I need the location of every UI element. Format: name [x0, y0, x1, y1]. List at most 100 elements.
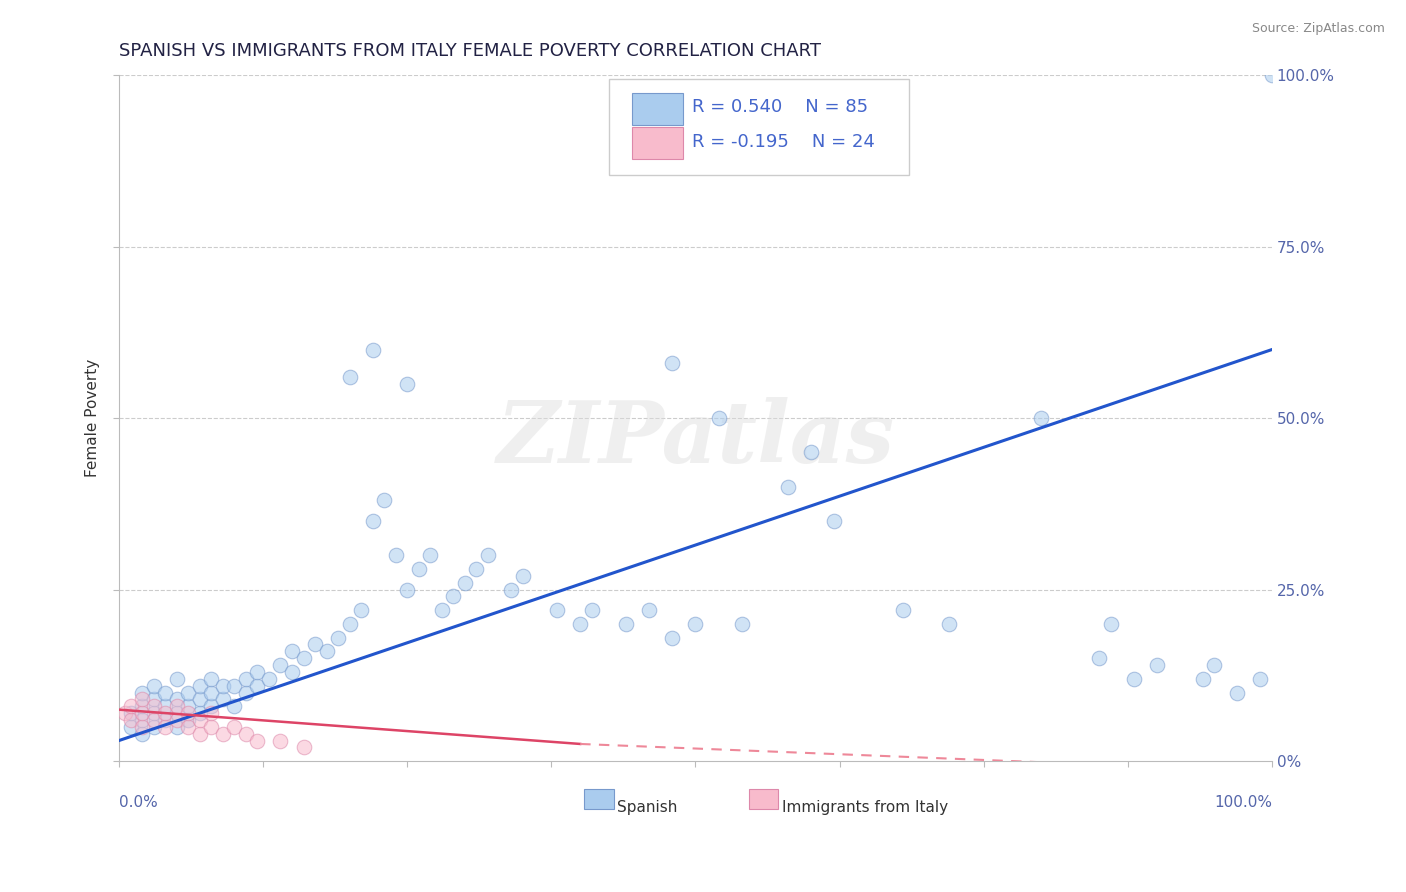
Point	[800, 445, 823, 459]
Point	[361, 514, 384, 528]
Point	[1099, 616, 1122, 631]
Point	[1031, 411, 1053, 425]
Point	[166, 699, 188, 714]
Point	[1226, 685, 1249, 699]
Text: R = -0.195    N = 24: R = -0.195 N = 24	[692, 133, 875, 151]
Point	[1088, 651, 1111, 665]
Point	[211, 692, 233, 706]
FancyBboxPatch shape	[748, 789, 779, 809]
Point	[396, 582, 419, 597]
Point	[269, 658, 291, 673]
Point	[614, 616, 637, 631]
Point	[200, 685, 222, 699]
Point	[1261, 68, 1284, 82]
Text: Spanish: Spanish	[617, 799, 678, 814]
Point	[441, 590, 464, 604]
Point	[166, 713, 188, 727]
Point	[361, 343, 384, 357]
Point	[1204, 658, 1226, 673]
Point	[200, 720, 222, 734]
Point	[1249, 672, 1271, 686]
Point	[188, 692, 211, 706]
Point	[177, 713, 200, 727]
Point	[419, 549, 441, 563]
Point	[292, 740, 315, 755]
Point	[120, 713, 142, 727]
Point	[938, 616, 960, 631]
Point	[235, 685, 257, 699]
Y-axis label: Female Poverty: Female Poverty	[86, 359, 100, 477]
Point	[1122, 672, 1144, 686]
Point	[153, 706, 176, 720]
Point	[1191, 672, 1213, 686]
Point	[477, 549, 499, 563]
Point	[131, 720, 153, 734]
Point	[269, 733, 291, 747]
Point	[339, 370, 361, 384]
Point	[730, 616, 752, 631]
Text: SPANISH VS IMMIGRANTS FROM ITALY FEMALE POVERTY CORRELATION CHART: SPANISH VS IMMIGRANTS FROM ITALY FEMALE …	[120, 42, 821, 60]
FancyBboxPatch shape	[633, 93, 683, 125]
Point	[1146, 658, 1168, 673]
Point	[339, 616, 361, 631]
Point	[131, 706, 153, 720]
Point	[211, 679, 233, 693]
Point	[326, 631, 349, 645]
Point	[454, 575, 477, 590]
Point	[120, 706, 142, 720]
Point	[235, 726, 257, 740]
Point	[257, 672, 280, 686]
Point	[114, 706, 136, 720]
Point	[142, 692, 165, 706]
Point	[685, 616, 707, 631]
Point	[177, 720, 200, 734]
Point	[315, 644, 337, 658]
Point	[131, 699, 153, 714]
Text: Immigrants from Italy: Immigrants from Italy	[782, 799, 948, 814]
Point	[281, 644, 304, 658]
Point	[153, 699, 176, 714]
Point	[638, 603, 661, 617]
Point	[569, 616, 592, 631]
Point	[142, 713, 165, 727]
Point	[224, 679, 246, 693]
Point	[246, 733, 269, 747]
Point	[188, 713, 211, 727]
Point	[166, 692, 188, 706]
Point	[153, 720, 176, 734]
Point	[142, 706, 165, 720]
Point	[823, 514, 845, 528]
Text: ZIPatlas: ZIPatlas	[496, 397, 894, 481]
FancyBboxPatch shape	[633, 128, 683, 159]
Point	[200, 699, 222, 714]
Point	[281, 665, 304, 679]
Point	[131, 685, 153, 699]
Point	[177, 706, 200, 720]
Point	[177, 685, 200, 699]
Point	[891, 603, 914, 617]
Point	[430, 603, 453, 617]
Point	[153, 713, 176, 727]
Point	[292, 651, 315, 665]
Point	[396, 376, 419, 391]
Text: Source: ZipAtlas.com: Source: ZipAtlas.com	[1251, 22, 1385, 36]
Text: 0.0%: 0.0%	[120, 796, 157, 811]
Point	[131, 726, 153, 740]
Point	[166, 720, 188, 734]
Point	[131, 713, 153, 727]
Point	[188, 679, 211, 693]
Point	[581, 603, 603, 617]
Point	[200, 706, 222, 720]
Point	[512, 569, 534, 583]
Point	[246, 679, 269, 693]
Point	[304, 638, 326, 652]
Point	[546, 603, 568, 617]
Point	[408, 562, 430, 576]
Point	[177, 699, 200, 714]
Point	[707, 411, 730, 425]
Point	[373, 493, 395, 508]
Point	[350, 603, 373, 617]
Point	[188, 706, 211, 720]
Point	[661, 356, 683, 370]
Point	[224, 720, 246, 734]
